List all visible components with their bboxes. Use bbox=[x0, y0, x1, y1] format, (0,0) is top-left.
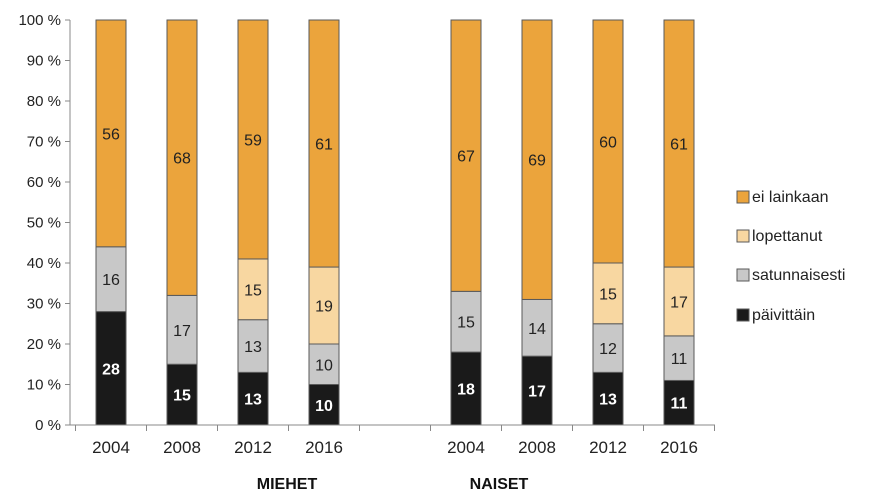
bar-segment bbox=[521, 19, 553, 300]
y-tick-label: 90 % bbox=[27, 53, 61, 70]
y-tick-label: 60 % bbox=[27, 174, 61, 191]
data-label: 59 bbox=[244, 132, 262, 149]
bar-segment bbox=[166, 363, 198, 426]
data-label: 15 bbox=[173, 388, 191, 405]
bar-segment bbox=[592, 262, 624, 325]
legend-label: lopettanut bbox=[752, 228, 823, 245]
bar-segment bbox=[308, 266, 340, 345]
data-label: 10 bbox=[315, 398, 333, 415]
x-tick-label: 2012 bbox=[234, 438, 272, 457]
bar-segment bbox=[237, 319, 269, 373]
data-label: 28 bbox=[102, 361, 120, 378]
x-tick-label: 2004 bbox=[447, 438, 485, 457]
y-tick-label: 40 % bbox=[27, 255, 61, 272]
bar-segment bbox=[95, 246, 127, 313]
legend-label: päivittäin bbox=[752, 307, 815, 324]
y-tick-label: 80 % bbox=[27, 93, 61, 110]
data-label: 67 bbox=[457, 149, 475, 166]
legend-swatch bbox=[736, 268, 750, 282]
x-tick-label: 2016 bbox=[660, 438, 698, 457]
legend-label: satunnaisesti bbox=[752, 267, 845, 284]
data-label: 61 bbox=[315, 137, 333, 154]
data-label: 15 bbox=[599, 286, 617, 303]
bar-segment bbox=[521, 355, 553, 426]
data-label: 61 bbox=[670, 137, 688, 154]
data-label: 17 bbox=[670, 294, 688, 311]
bar-segment bbox=[237, 19, 269, 260]
bar-segment bbox=[592, 371, 624, 426]
bar-segment bbox=[237, 258, 269, 321]
data-label: 13 bbox=[244, 339, 262, 356]
bar-segment bbox=[308, 343, 340, 385]
y-tick-label: 20 % bbox=[27, 336, 61, 353]
bar-segment bbox=[592, 19, 624, 264]
data-label: 15 bbox=[244, 282, 262, 299]
x-tick-label: 2016 bbox=[305, 438, 343, 457]
data-label: 60 bbox=[599, 135, 617, 152]
data-label: 14 bbox=[528, 321, 546, 338]
y-tick-label: 50 % bbox=[27, 215, 61, 232]
data-label: 13 bbox=[599, 392, 617, 409]
data-label: 17 bbox=[173, 323, 191, 340]
data-label: 12 bbox=[599, 341, 617, 358]
legend-label: ei lainkaan bbox=[752, 189, 829, 206]
data-label: 68 bbox=[173, 151, 191, 168]
data-label: 16 bbox=[102, 272, 120, 289]
data-label: 11 bbox=[671, 396, 688, 413]
data-label: 17 bbox=[528, 384, 546, 401]
bar-segment bbox=[663, 266, 695, 337]
y-tick-label: 10 % bbox=[27, 377, 61, 394]
data-label: 69 bbox=[528, 153, 546, 170]
data-label: 11 bbox=[671, 351, 688, 368]
data-label: 15 bbox=[457, 315, 475, 332]
x-tick-label: 2012 bbox=[589, 438, 627, 457]
legend-swatch bbox=[736, 229, 750, 243]
bar-segment bbox=[521, 298, 553, 357]
y-tick-label: 70 % bbox=[27, 134, 61, 151]
bar-segment bbox=[166, 19, 198, 296]
y-tick-label: 100 % bbox=[18, 12, 61, 29]
group-label: MIEHET bbox=[257, 476, 318, 493]
data-label: 13 bbox=[244, 392, 262, 409]
y-tick-label: 0 % bbox=[35, 417, 61, 434]
data-label: 19 bbox=[315, 299, 333, 316]
bar-segment bbox=[166, 294, 198, 365]
data-label: 10 bbox=[315, 357, 333, 374]
bar-segment bbox=[450, 290, 482, 353]
x-tick-label: 2004 bbox=[92, 438, 130, 457]
group-label: NAISET bbox=[470, 476, 529, 493]
bar-segment bbox=[663, 335, 695, 381]
data-label: 18 bbox=[457, 382, 475, 399]
x-tick-label: 2008 bbox=[163, 438, 201, 457]
legend-swatch bbox=[736, 190, 750, 204]
bar-segment bbox=[308, 384, 340, 426]
legend-swatch bbox=[736, 308, 750, 322]
bar-segment bbox=[95, 19, 127, 248]
y-tick-label: 30 % bbox=[27, 296, 61, 313]
bar-segment bbox=[450, 19, 482, 292]
bar-segment bbox=[95, 311, 127, 426]
x-tick-label: 2008 bbox=[518, 438, 556, 457]
bar-segment bbox=[308, 19, 340, 268]
data-label: 56 bbox=[102, 126, 120, 143]
bar-segment bbox=[663, 19, 695, 268]
